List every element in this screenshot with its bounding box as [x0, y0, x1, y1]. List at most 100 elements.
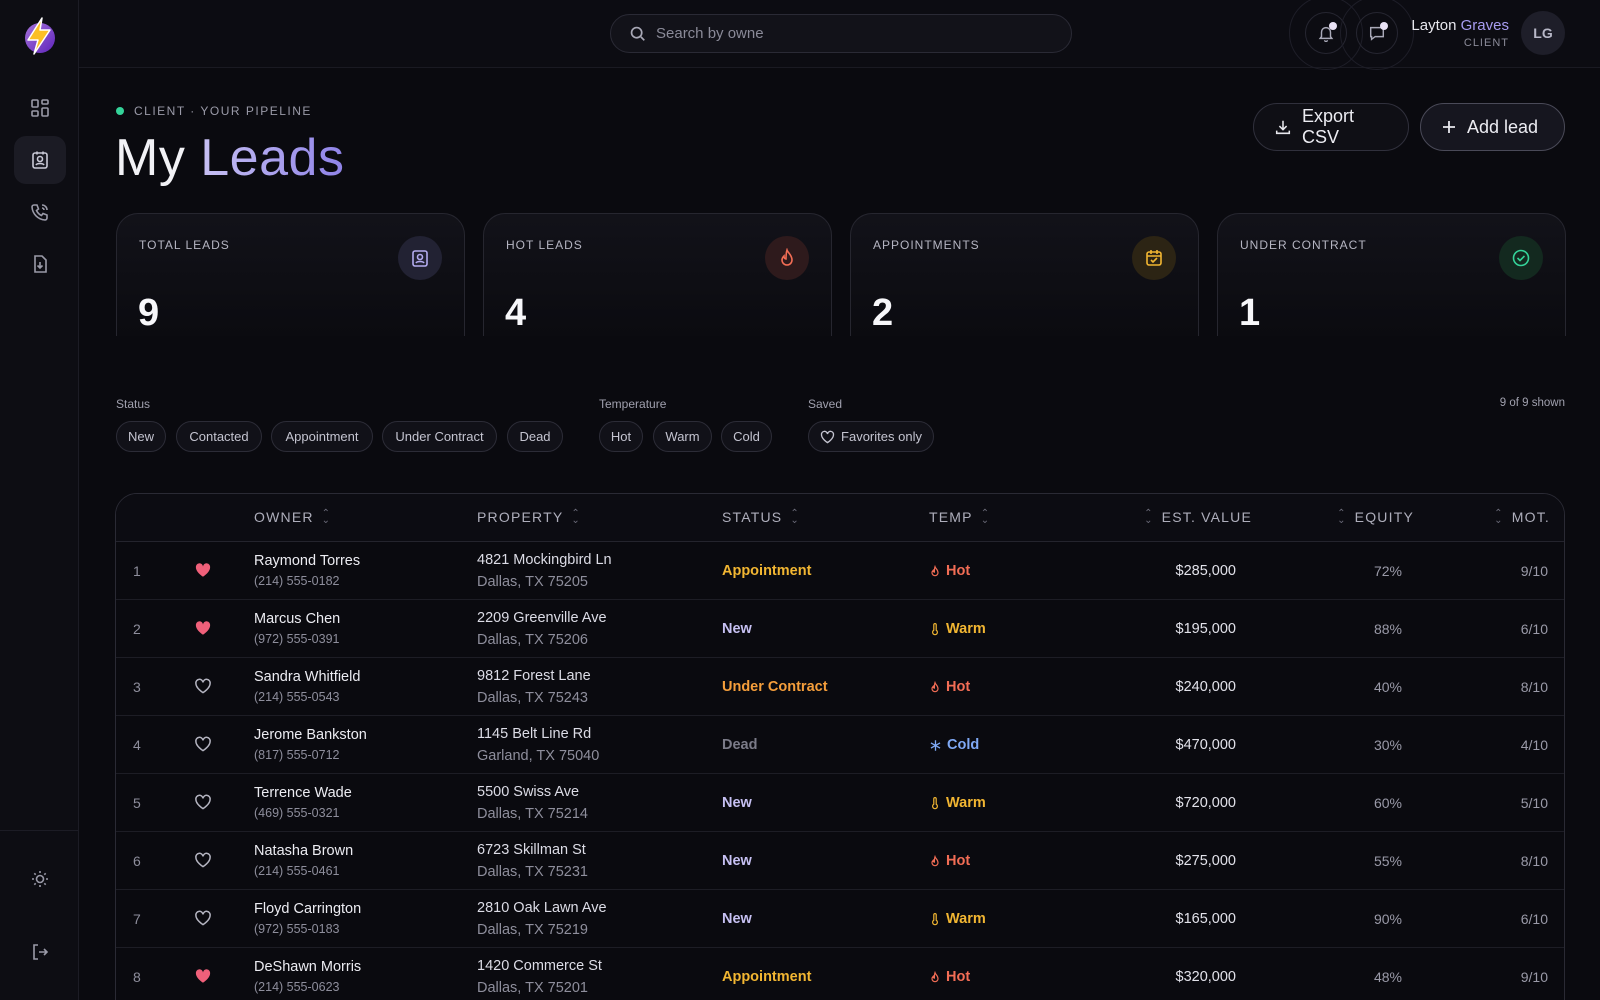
owner-name[interactable]: Raymond Torres — [254, 553, 361, 569]
th-status[interactable]: STATUS ⌃ ⌄ — [722, 509, 800, 526]
flame-icon — [929, 680, 941, 694]
table-row[interactable]: 2 Marcus Chen (972) 555-0391 2209 Greenvill… — [116, 600, 1564, 658]
th-equity[interactable]: ⌃ ⌄ EQUITY — [1337, 509, 1414, 526]
th-property[interactable]: PROPERTY ⌃ ⌄ — [477, 509, 581, 526]
equity: 30% — [1373, 737, 1402, 753]
search-bar[interactable] — [610, 14, 1072, 53]
status-badge: New — [722, 853, 752, 869]
table-row[interactable]: 5 Terrence Wade (469) 555-0321 5500 Swiss A… — [116, 774, 1564, 832]
heart-filled-icon[interactable] — [194, 562, 212, 578]
snowflake-icon — [929, 739, 942, 752]
sidebar — [0, 0, 79, 1000]
heart-filled-icon[interactable] — [194, 620, 212, 636]
owner-phone: (469) 555-0321 — [254, 806, 340, 820]
temp-label: Warm — [946, 621, 986, 637]
equity: 48% — [1373, 969, 1402, 985]
export-csv-button[interactable]: Export CSV — [1253, 103, 1409, 151]
owner-phone: (214) 555-0182 — [254, 574, 340, 588]
sort-icon: ⌃ ⌄ — [980, 508, 991, 526]
stat-label: HOT LEADS — [506, 238, 583, 252]
nav-leads-icon[interactable] — [14, 136, 66, 184]
property-street: 2810 Oak Lawn Ave — [477, 900, 607, 916]
add-lead-label: Add lead — [1467, 116, 1539, 137]
row-index: 8 — [133, 969, 141, 985]
chip-favorites-only[interactable]: Favorites only — [808, 421, 934, 452]
avatar[interactable]: LG — [1521, 11, 1565, 55]
th-temp[interactable]: TEMP ⌃ ⌄ — [929, 508, 991, 526]
th-property-label: PROPERTY — [477, 509, 564, 525]
owner-phone: (972) 555-0183 — [254, 922, 340, 936]
th-mot[interactable]: ⌃ ⌄ MOT. — [1494, 509, 1550, 526]
stat-card-appointments: APPOINTMENTS 2 — [850, 213, 1199, 336]
contact-card-icon — [398, 236, 442, 280]
owner-name[interactable]: Floyd Carrington — [254, 901, 362, 917]
plus-icon — [1441, 119, 1457, 135]
property-city: Dallas, TX 75214 — [477, 806, 588, 822]
stat-value: 4 — [505, 292, 527, 334]
filter-label-temperature: Temperature — [599, 397, 667, 411]
heart-outline-icon — [820, 430, 835, 444]
messages-button[interactable] — [1340, 0, 1414, 70]
heart-filled-icon[interactable] — [194, 968, 212, 984]
chip-temp-hot[interactable]: Hot — [599, 421, 643, 452]
chip-temp-warm[interactable]: Warm — [653, 421, 712, 452]
table-row[interactable]: 8 DeShawn Morris (214) 555-0623 1420 Commer… — [116, 948, 1564, 1000]
theme-toggle-sun-icon[interactable] — [14, 855, 66, 903]
heart-outline-icon[interactable] — [194, 852, 212, 868]
row-index: 6 — [133, 853, 141, 869]
add-lead-button[interactable]: Add lead — [1420, 103, 1565, 151]
owner-name[interactable]: Sandra Whitfield — [254, 669, 361, 685]
property-street: 2209 Greenville Ave — [477, 610, 607, 626]
nav-dashboard-icon[interactable] — [14, 84, 66, 132]
owner-name[interactable]: Natasha Brown — [254, 843, 354, 859]
row-index: 4 — [133, 737, 141, 753]
sort-icon: ⌃ ⌄ — [1144, 508, 1154, 526]
stat-card-total-leads: TOTAL LEADS 9 — [116, 213, 465, 336]
table-row[interactable]: 6 Natasha Brown (214) 555-0461 6723 Skillma… — [116, 832, 1564, 890]
owner-name[interactable]: Marcus Chen — [254, 611, 341, 627]
chip-status-contacted[interactable]: Contacted — [176, 421, 262, 452]
owner-name[interactable]: DeShawn Morris — [254, 959, 362, 975]
stat-label: APPOINTMENTS — [873, 238, 980, 252]
table-row[interactable]: 4 Jerome Bankston (817) 555-0712 1145 Belt … — [116, 716, 1564, 774]
thermometer-icon — [929, 622, 941, 636]
flame-icon — [765, 236, 809, 280]
property-street: 9812 Forest Lane — [477, 668, 591, 684]
page-eyebrow: CLIENT · YOUR PIPELINE — [116, 104, 312, 118]
th-est-value[interactable]: ⌃ ⌄ EST. VALUE — [1144, 508, 1252, 526]
equity: 72% — [1373, 563, 1402, 579]
owner-name[interactable]: Terrence Wade — [254, 785, 352, 801]
app-logo-icon[interactable] — [20, 16, 58, 56]
search-input[interactable] — [656, 25, 1036, 42]
owner-name[interactable]: Jerome Bankston — [254, 727, 367, 743]
th-owner[interactable]: OWNER ⌃ ⌄ — [254, 509, 331, 526]
chip-temp-cold[interactable]: Cold — [721, 421, 772, 452]
th-status-label: STATUS — [722, 509, 783, 525]
table-row[interactable]: 3 Sandra Whitfield (214) 555-0543 9812 Fore… — [116, 658, 1564, 716]
row-index: 3 — [133, 679, 141, 695]
est-value: $470,000 — [1175, 737, 1236, 753]
calendar-check-icon — [1132, 236, 1176, 280]
heart-outline-icon[interactable] — [194, 678, 212, 694]
chip-status-under-contract[interactable]: Under Contract — [382, 421, 497, 452]
heart-outline-icon[interactable] — [194, 736, 212, 752]
nav-import-icon[interactable] — [14, 240, 66, 288]
logout-icon[interactable] — [14, 928, 66, 976]
status-badge: New — [722, 795, 752, 811]
title-part-2: Leads — [200, 129, 345, 187]
chip-status-new[interactable]: New — [116, 421, 166, 452]
est-value: $285,000 — [1175, 563, 1236, 579]
heart-outline-icon[interactable] — [194, 910, 212, 926]
table-row[interactable]: 1 Raymond Torres (214) 555-0182 4821 Mockin… — [116, 542, 1564, 600]
heart-outline-icon[interactable] — [194, 794, 212, 810]
temp-badge: Cold — [929, 737, 979, 753]
chip-status-appointment[interactable]: Appointment — [271, 421, 373, 452]
filter-label-status: Status — [116, 397, 151, 411]
th-equity-label: EQUITY — [1354, 509, 1414, 525]
equity: 60% — [1373, 795, 1402, 811]
table-row[interactable]: 7 Floyd Carrington (972) 555-0183 2810 Oak … — [116, 890, 1564, 948]
nav-calls-icon[interactable] — [14, 188, 66, 236]
sidebar-divider — [0, 830, 78, 831]
chip-status-dead[interactable]: Dead — [507, 421, 563, 452]
property-city: Dallas, TX 75243 — [477, 690, 588, 706]
